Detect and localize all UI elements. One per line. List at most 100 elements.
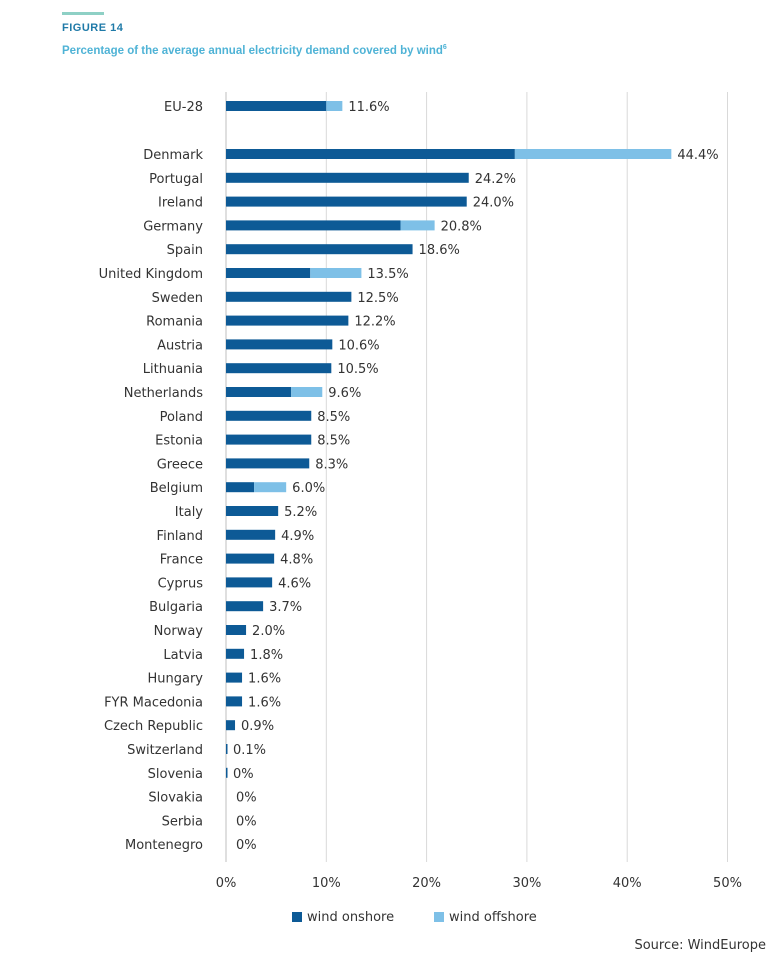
category-label: Lithuania	[143, 362, 203, 377]
category-label: Spain	[167, 243, 203, 258]
category-label: Belgium	[150, 481, 203, 496]
category-label: Bulgaria	[149, 600, 203, 615]
category-label: Latvia	[163, 648, 203, 663]
data-label: 10.6%	[338, 338, 379, 353]
category-label: EU-28	[164, 100, 203, 115]
category-label: Austria	[157, 338, 203, 353]
bar-onshore	[226, 149, 515, 159]
category-label: Hungary	[147, 672, 203, 687]
data-label: 12.2%	[354, 315, 395, 330]
x-tick-label: 40%	[613, 876, 642, 891]
bar-onshore	[226, 434, 312, 445]
category-label: Netherlands	[124, 386, 203, 401]
legend-swatch-offshore	[434, 912, 444, 922]
bar-onshore	[226, 601, 264, 612]
data-label: 4.8%	[280, 553, 313, 568]
category-label: Ireland	[158, 196, 203, 211]
category-label: Italy	[175, 505, 204, 520]
category-label: Slovakia	[148, 791, 203, 806]
data-label: 0%	[236, 838, 257, 853]
data-label: 0%	[236, 791, 257, 806]
data-label: 24.2%	[475, 172, 516, 187]
bar-offshore	[310, 268, 362, 278]
bar-onshore	[226, 196, 467, 207]
category-label: Sweden	[152, 291, 203, 306]
category-label: Greece	[157, 457, 203, 472]
legend: wind onshore wind offshore	[292, 910, 537, 925]
bar-onshore	[226, 315, 349, 326]
bar-onshore	[226, 410, 312, 421]
category-label: Poland	[160, 410, 203, 425]
data-label: 13.5%	[367, 267, 408, 282]
data-label: 1.6%	[248, 695, 281, 710]
data-label: 5.2%	[284, 505, 317, 520]
bar-onshore	[226, 529, 276, 540]
bar-onshore	[226, 767, 228, 778]
category-label: FYR Macedonia	[104, 695, 203, 710]
data-label: 10.5%	[337, 362, 378, 377]
data-label: 18.6%	[419, 243, 460, 258]
legend-label-offshore: wind offshore	[449, 910, 537, 925]
gridlines	[225, 92, 728, 862]
data-label: 3.7%	[269, 600, 302, 615]
data-label: 0.1%	[233, 743, 266, 758]
figure-label: FIGURE 14	[62, 22, 124, 34]
bar-onshore	[226, 387, 292, 397]
data-label: 1.6%	[248, 672, 281, 687]
bar-onshore	[226, 506, 279, 516]
bar-onshore	[226, 744, 228, 754]
bar-onshore	[226, 482, 255, 493]
bar-onshore	[226, 458, 310, 469]
bar-onshore	[226, 244, 413, 255]
bar-onshore	[226, 268, 311, 278]
bar-offshore	[254, 482, 287, 493]
data-label: 8.5%	[317, 434, 350, 449]
bar-onshore	[226, 625, 247, 635]
bar-onshore	[226, 220, 401, 231]
bar-offshore	[291, 387, 323, 397]
category-label: Denmark	[143, 148, 203, 163]
data-label: 4.9%	[281, 529, 314, 544]
bar-onshore	[226, 720, 236, 731]
data-label: 20.8%	[441, 219, 482, 234]
bar-offshore	[326, 101, 343, 111]
legend-label-onshore: wind onshore	[307, 910, 394, 925]
category-label: Montenegro	[125, 838, 203, 853]
category-label: Switzerland	[127, 743, 203, 758]
data-label: 11.6%	[348, 100, 389, 115]
labels: EU-28 11.6% Denmark 44.4% Portugal 24.2% Irela…	[99, 100, 719, 853]
category-label: Cyprus	[158, 576, 204, 591]
data-label: 2.0%	[252, 624, 285, 639]
bar-onshore	[226, 577, 273, 588]
data-label: 1.8%	[250, 648, 283, 663]
category-label: Romania	[146, 315, 203, 330]
category-label: Norway	[154, 624, 204, 639]
data-label: 8.5%	[317, 410, 350, 425]
bar-onshore	[226, 672, 243, 683]
data-label: 4.6%	[278, 576, 311, 591]
bar-onshore	[226, 291, 352, 302]
x-tick-label: 50%	[713, 876, 742, 891]
bar-onshore	[226, 553, 275, 564]
data-label: 9.6%	[328, 386, 361, 401]
data-label: 8.3%	[315, 457, 348, 472]
x-tick-label: 10%	[312, 876, 341, 891]
bar-onshore	[226, 363, 332, 374]
bar-onshore	[226, 648, 245, 659]
data-label: 44.4%	[677, 148, 718, 163]
category-label: Finland	[157, 529, 203, 544]
legend-swatch-onshore	[292, 912, 302, 922]
accent-rule	[62, 12, 104, 15]
data-label: 12.5%	[357, 291, 398, 306]
chart-title-text: Percentage of the average annual electri…	[62, 44, 443, 57]
bar-offshore	[514, 149, 672, 159]
category-label: United Kingdom	[99, 267, 203, 282]
x-tick-label: 0%	[216, 876, 237, 891]
title-footnote: 6	[442, 44, 447, 51]
source-note: Source: WindEurope	[634, 938, 766, 953]
category-label: France	[160, 553, 203, 568]
category-label: Germany	[143, 219, 203, 234]
x-axis-ticks: 0% 10% 20% 30% 40% 50%	[216, 876, 742, 891]
bar-offshore	[400, 220, 435, 231]
